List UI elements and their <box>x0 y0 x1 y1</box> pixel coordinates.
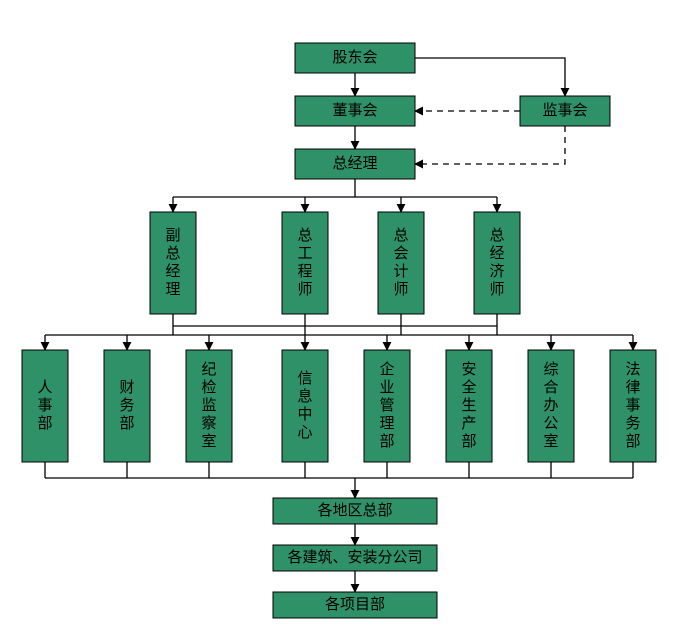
node-chief_acct: 总会计师 <box>378 212 424 314</box>
node-label: 纪检监察室 <box>201 361 216 450</box>
node-label: 各建筑、安装分公司 <box>287 549 422 566</box>
node-finance: 财务部 <box>104 350 150 462</box>
node-label: 监事会 <box>542 102 587 119</box>
node-chief_eng: 总工程师 <box>282 212 328 314</box>
node-board: 董事会 <box>295 96 415 126</box>
node-label: 各地区总部 <box>317 502 392 519</box>
node-enterprise: 企业管理部 <box>364 350 410 462</box>
node-general_office: 综合办公室 <box>528 350 574 462</box>
node-legal: 法律事务部 <box>610 350 656 462</box>
node-gm: 总经理 <box>295 149 415 179</box>
node-project_dept: 各项目部 <box>273 592 437 618</box>
node-label: 股东会 <box>332 49 377 66</box>
node-shareholders: 股东会 <box>295 43 415 73</box>
node-label: 法律事务部 <box>625 361 640 450</box>
node-label: 财务部 <box>119 379 134 432</box>
node-supervisors: 监事会 <box>520 96 610 126</box>
node-label: 综合办公室 <box>543 361 558 450</box>
node-branch_co: 各建筑、安装分公司 <box>273 545 437 571</box>
node-label: 董事会 <box>332 102 377 119</box>
node-info_center: 信息中心 <box>282 350 328 462</box>
node-label: 各项目部 <box>325 596 385 613</box>
node-hr: 人事部 <box>22 350 68 462</box>
node-label: 总经理 <box>332 155 377 172</box>
node-safety: 安全生产部 <box>446 350 492 462</box>
node-deputy_gm: 副总经理 <box>150 212 196 314</box>
node-label: 安全生产部 <box>461 361 476 450</box>
node-label: 企业管理部 <box>379 360 394 450</box>
org-chart: 股东会董事会 监事会总经理副总经理 总工程师 总会计师 总经济师人事部 财务部 纪检监察室 信… <box>0 0 682 629</box>
node-discipline: 纪检监察室 <box>186 350 232 462</box>
node-regional_hq: 各地区总部 <box>273 498 437 524</box>
node-chief_econ: 总经济师 <box>474 212 520 314</box>
node-label: 人事部 <box>37 379 52 432</box>
